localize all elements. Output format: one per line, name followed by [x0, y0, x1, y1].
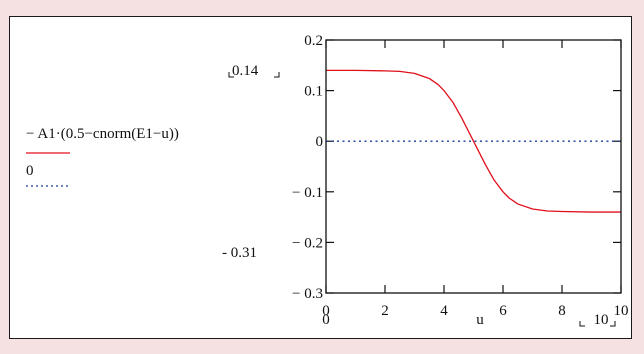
legend-label-series-2: 0 — [26, 163, 34, 179]
legend-label-series-1: − A1·(0.5−cnorm(E1−u)) — [26, 126, 179, 142]
plot-frame — [325, 39, 622, 294]
series-line-1 — [326, 69, 621, 213]
line-chart: 0.14 - 0.31 − A1·(0.5−cnorm(E1−u)) 0 0 2 4… — [26, 33, 629, 328]
axes: 0 2 4 6 8 10 0.2 0.1 0 − 0.1 − 0.2 − 0.3 — [228, 33, 629, 327]
range-corner-mark — [610, 321, 616, 327]
x-tick-label: 6 — [499, 303, 507, 319]
x-tick-label: 2 — [381, 303, 389, 319]
y-range-min-label: - 0.31 — [222, 245, 257, 261]
x-range-min-label: 0 — [322, 312, 330, 328]
x-tick-label: 4 — [440, 303, 448, 319]
y-tick-label: 0.1 — [304, 84, 323, 100]
y-tick-label: − 0.3 — [292, 286, 323, 302]
x-tick-label: 10 — [614, 303, 629, 319]
x-range-max-label: 10 — [594, 312, 609, 328]
plot-region[interactable]: 0.14 - 0.31 − A1·(0.5−cnorm(E1−u)) 0 0 2 4… — [9, 16, 632, 339]
range-corner-mark — [579, 321, 585, 327]
y-tick-label: 0 — [316, 134, 324, 150]
x-tick-label: 8 — [558, 303, 566, 319]
series-group — [326, 69, 621, 213]
range-corner-mark — [228, 72, 234, 78]
y-tick-label: − 0.2 — [292, 235, 323, 251]
x-axis-variable: u — [476, 312, 484, 328]
x-tick-label: 0 — [322, 303, 330, 319]
y-range-max-label: 0.14 — [232, 63, 259, 79]
y-tick-label: − 0.1 — [292, 185, 323, 201]
y-tick-label: 0.2 — [304, 33, 323, 49]
range-corner-mark — [274, 72, 280, 78]
